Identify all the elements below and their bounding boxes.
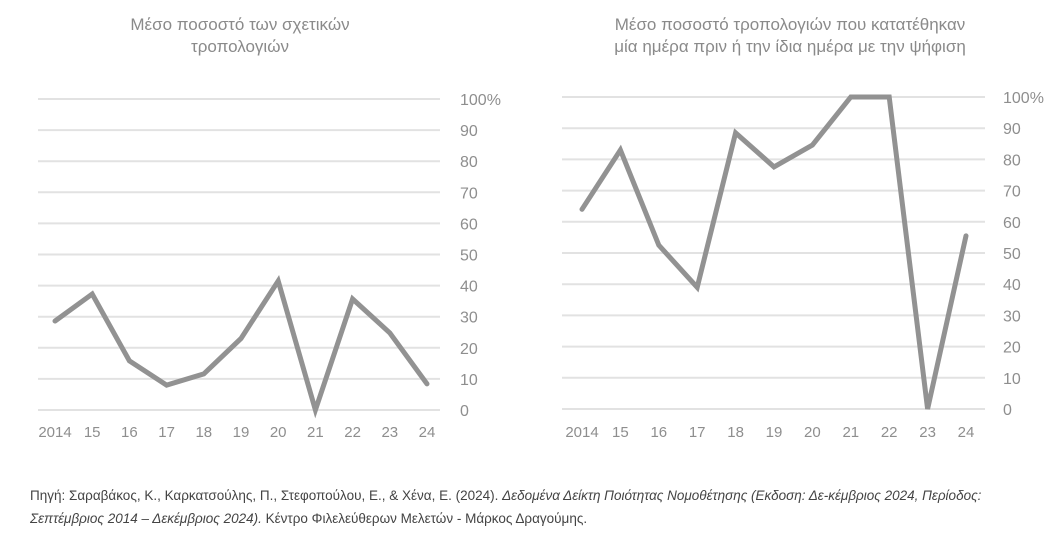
left-x-tick-label: 18	[195, 424, 212, 441]
right-title-line2: μία ημέρα πριν ή την ίδια ημέρα με την ψ…	[614, 37, 966, 56]
right-x-tick-label: 21	[842, 424, 859, 441]
right-x-tick-label: 15	[612, 424, 629, 441]
left-x-tick-label: 17	[158, 424, 175, 441]
right-y-tick-label: 40	[1003, 277, 1021, 294]
left-title-line2: τροπολογιών	[191, 37, 289, 56]
left-x-tick-label: 16	[121, 424, 138, 441]
left-x-tick-label: 23	[381, 424, 398, 441]
left-y-tick-label: 50	[460, 248, 478, 265]
right-y-tick-label: 60	[1003, 215, 1021, 232]
left-y-tick-label: 0	[460, 403, 469, 420]
right-title-line1: Μέσο ποσοστό τροπολογιών που κατατέθηκαν	[614, 15, 966, 34]
right-x-tick-label: 20	[804, 424, 821, 441]
right-x-tick-label: 23	[919, 424, 936, 441]
left-title-line1: Μέσο ποσοστό των σχετικών	[130, 15, 350, 34]
source-note: Πηγή: Σαραβάκος, Κ., Καρκατσούλης, Π., Σ…	[30, 484, 1050, 530]
left-chart-title: Μέσο ποσοστό των σχετικών τροπολογιών	[60, 14, 420, 58]
left-y-tick-label: 100%	[460, 92, 501, 109]
right-y-tick-label: 10	[1003, 371, 1021, 388]
right-chart-title: Μέσο ποσοστό τροπολογιών που κατατέθηκαν…	[560, 14, 1020, 58]
source-suffix: Κέντρο Φιλελεύθερων Μελετών - Μάρκος Δρα…	[261, 511, 588, 526]
left-x-tick-label: 2014	[38, 424, 71, 441]
right-y-tick-label: 20	[1003, 340, 1021, 357]
source-prefix: Πηγή: Σαραβάκος, Κ., Καρκατσούλης, Π., Σ…	[30, 488, 503, 503]
left-y-tick-label: 70	[460, 185, 478, 202]
left-x-tick-label: 20	[270, 424, 287, 441]
left-x-tick-label: 19	[233, 424, 250, 441]
source-italic: Δεδομένα Δείκτη Ποιότητας Νομοθέτησης (Ε…	[30, 488, 982, 526]
right-y-tick-label: 30	[1003, 308, 1021, 325]
right-x-tick-label: 18	[727, 424, 744, 441]
left-y-tick-label: 30	[460, 310, 478, 327]
left-y-tick-label: 10	[460, 372, 478, 389]
right-y-tick-label: 90	[1003, 121, 1021, 138]
left-y-tick-label: 20	[460, 341, 478, 358]
left-y-tick-label: 40	[460, 279, 478, 296]
left-x-tick-label: 21	[307, 424, 324, 441]
right-x-tick-label: 16	[650, 424, 667, 441]
right-x-tick-label: 24	[958, 424, 975, 441]
right-x-tick-label: 22	[881, 424, 898, 441]
left-y-tick-label: 80	[460, 154, 478, 171]
right-y-tick-label: 100%	[1003, 90, 1044, 107]
left-y-tick-label: 90	[460, 123, 478, 140]
left-x-tick-label: 24	[419, 424, 436, 441]
right-y-tick-label: 80	[1003, 152, 1021, 169]
left-y-tick-label: 60	[460, 216, 478, 233]
left-x-tick-label: 15	[84, 424, 101, 441]
left-series-line	[52, 274, 430, 419]
right-y-tick-label: 0	[1003, 402, 1012, 419]
right-x-tick-label: 2014	[565, 424, 598, 441]
charts-canvas: 0 10 20 30 40 50 60 70 80 90 100% 2014 15 16 17 18 19 20 2…	[38, 90, 1044, 441]
right-x-tick-label: 19	[766, 424, 783, 441]
left-x-tick-label: 22	[344, 424, 361, 441]
right-y-tick-label: 70	[1003, 184, 1021, 201]
right-x-tick-label: 17	[689, 424, 706, 441]
right-y-tick-label: 50	[1003, 246, 1021, 263]
